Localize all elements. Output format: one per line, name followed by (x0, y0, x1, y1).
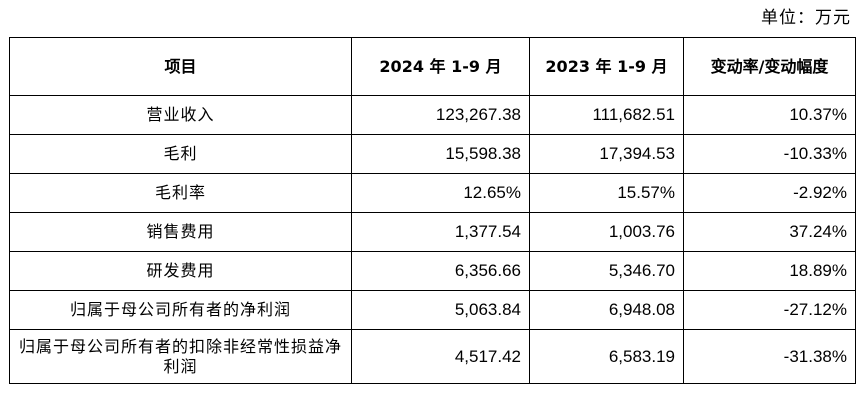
row-value-2023: 15.57% (529, 173, 684, 213)
table-row: 销售费用 1,377.54 1,003.76 37.24% (9, 212, 856, 252)
row-value-2024: 12.65% (351, 173, 530, 213)
row-change: 18.89% (683, 251, 856, 291)
row-change: -31.38% (683, 329, 856, 384)
row-change: 10.37% (683, 95, 856, 135)
row-value-2024: 123,267.38 (351, 95, 530, 135)
row-value-2024: 15,598.38 (351, 134, 530, 174)
row-item: 毛利 (9, 134, 352, 174)
unit-label: 单位：万元 (761, 8, 851, 28)
header-item: 项目 (9, 37, 352, 96)
row-item: 归属于母公司所有者的净利润 (9, 290, 352, 330)
row-item: 营业收入 (9, 95, 352, 135)
header-2024: 2024 年 1-9 月 (351, 37, 530, 96)
row-change: -27.12% (683, 290, 856, 330)
row-item: 研发费用 (9, 251, 352, 291)
table-row: 研发费用 6,356.66 5,346.70 18.89% (9, 251, 856, 291)
header-2023: 2023 年 1-9 月 (529, 37, 684, 96)
table-row: 毛利率 12.65% 15.57% -2.92% (9, 173, 856, 213)
row-value-2023: 17,394.53 (529, 134, 684, 174)
row-change: -10.33% (683, 134, 856, 174)
table-row: 归属于母公司所有者的扣除非经常性损益净利润 4,517.42 6,583.19 … (9, 329, 856, 384)
row-value-2023: 6,583.19 (529, 329, 684, 384)
table-row: 毛利 15,598.38 17,394.53 -10.33% (9, 134, 856, 174)
table-row: 归属于母公司所有者的净利润 5,063.84 6,948.08 -27.12% (9, 290, 856, 330)
row-value-2023: 6,948.08 (529, 290, 684, 330)
row-value-2023: 111,682.51 (529, 95, 684, 135)
row-change: 37.24% (683, 212, 856, 252)
row-item: 销售费用 (9, 212, 352, 252)
row-value-2024: 6,356.66 (351, 251, 530, 291)
financial-table: 项目 2024 年 1-9 月 2023 年 1-9 月 变动率/变动幅度 营业… (9, 37, 856, 384)
row-value-2024: 1,377.54 (351, 212, 530, 252)
row-item: 毛利率 (9, 173, 352, 213)
row-value-2023: 5,346.70 (529, 251, 684, 291)
row-value-2024: 4,517.42 (351, 329, 530, 384)
table-header-row: 项目 2024 年 1-9 月 2023 年 1-9 月 变动率/变动幅度 (9, 37, 856, 96)
row-change: -2.92% (683, 173, 856, 213)
table-row: 营业收入 123,267.38 111,682.51 10.37% (9, 95, 856, 135)
row-value-2023: 1,003.76 (529, 212, 684, 252)
row-item: 归属于母公司所有者的扣除非经常性损益净利润 (9, 329, 352, 384)
row-value-2024: 5,063.84 (351, 290, 530, 330)
header-change: 变动率/变动幅度 (683, 37, 856, 96)
